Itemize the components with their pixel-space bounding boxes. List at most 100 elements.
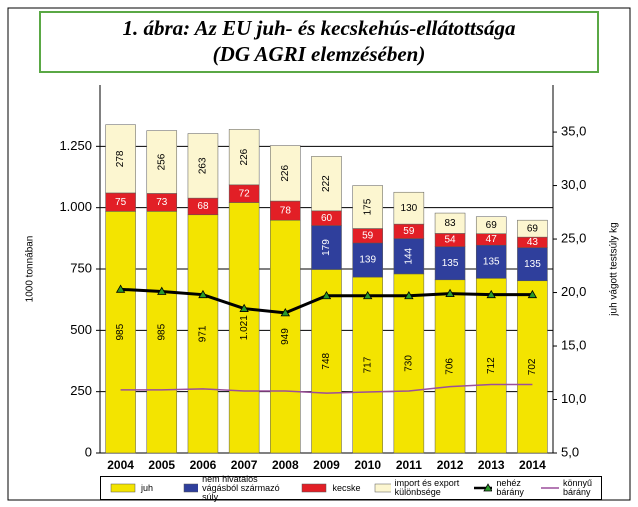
- x-tick-label: 2010: [354, 458, 381, 472]
- data-label: 702: [527, 358, 538, 375]
- bar-segment: [352, 185, 383, 229]
- legend-swatch: [183, 483, 199, 493]
- data-label: 949: [280, 328, 291, 345]
- y2-axis-label: juh vágott testsúly kg: [609, 222, 620, 316]
- bar-segment: [393, 191, 425, 225]
- x-tick-label: 2012: [437, 458, 464, 472]
- data-label: 263: [198, 157, 209, 174]
- legend-marker: [473, 483, 493, 492]
- x-tick-label: 2013: [478, 458, 505, 472]
- x-tick-label: 2006: [190, 458, 217, 472]
- x-tick-label: 2009: [313, 458, 340, 472]
- data-label: 59: [403, 226, 415, 237]
- bar-segment: [352, 242, 383, 278]
- legend-item: juh: [109, 483, 174, 493]
- y2-tick-label: 10,0: [561, 391, 586, 406]
- bar-segment: [517, 219, 548, 238]
- data-label: 256: [156, 153, 167, 170]
- bar-segment: [475, 278, 507, 454]
- marker: [280, 308, 291, 317]
- legend-marker: [541, 487, 560, 489]
- y-tick-label: 250: [70, 383, 92, 398]
- data-label: 730: [404, 355, 415, 372]
- legend-marker-shape: [482, 483, 493, 492]
- data-label: 278: [115, 150, 126, 167]
- x-tick-label: 2007: [231, 458, 258, 472]
- bar-segment: [228, 202, 260, 454]
- y2-tick-label: 25,0: [561, 230, 586, 245]
- data-label: 54: [444, 235, 456, 246]
- bar-segment: [475, 216, 507, 234]
- legend: juh nem hivatalos vágásból származó súly k…: [100, 473, 602, 502]
- legend-label: könnyű bárány: [563, 478, 593, 497]
- bar-segment: [228, 129, 260, 186]
- data-label: 179: [321, 239, 332, 256]
- data-label: 72: [239, 188, 251, 199]
- bar-segment: [270, 219, 301, 454]
- legend-label: nehéz bárány: [496, 478, 524, 497]
- data-label: 130: [401, 203, 418, 214]
- bar-segment: [105, 124, 136, 194]
- legend-item: könnyű bárány: [541, 479, 601, 497]
- data-label: 47: [486, 234, 498, 245]
- data-label: 69: [527, 223, 539, 234]
- data-label: 985: [115, 323, 126, 340]
- bar-segment: [187, 133, 219, 199]
- marker: [527, 289, 538, 299]
- bar-segment: [434, 246, 466, 281]
- legend-swatch: [374, 483, 391, 493]
- y2-tick-label: 20,0: [561, 284, 586, 299]
- legend-swatch: [110, 483, 136, 493]
- bar-segment: [187, 214, 219, 454]
- data-label: 69: [486, 220, 498, 231]
- data-label: 59: [362, 230, 374, 241]
- legend-marker: [183, 483, 199, 493]
- x-tick-label: 2005: [148, 458, 175, 472]
- x-tick-label: 2011: [396, 458, 422, 472]
- data-label: 135: [483, 256, 500, 267]
- data-label: 144: [404, 247, 415, 264]
- bar-segment: [270, 145, 301, 202]
- data-label: 68: [197, 201, 209, 212]
- bar-segment: [434, 279, 466, 454]
- legend-label: nem hivatalos vágásból származó súly: [202, 473, 280, 502]
- marker: [239, 303, 249, 312]
- data-label: 985: [156, 323, 167, 340]
- x-tick-label: 2008: [272, 458, 299, 472]
- data-label: 75: [115, 197, 127, 208]
- marker: [198, 289, 208, 299]
- title-box: [39, 11, 599, 73]
- bar-segment: [311, 156, 342, 212]
- data-label: 83: [444, 218, 456, 229]
- marker: [115, 284, 126, 293]
- chart-title: 1. ábra: Az EU juh- és kecskehús-ellátot…: [123, 16, 516, 40]
- data-label: 135: [524, 259, 541, 270]
- chart-subtitle: (DG AGRI elemzésében): [213, 42, 426, 66]
- data-label: 139: [359, 255, 376, 266]
- bar-segment: [311, 225, 342, 270]
- y-axis-label: 1000 tonnában: [25, 236, 36, 303]
- legend-label: juh: [141, 482, 154, 493]
- data-label: 748: [321, 352, 332, 369]
- y2-tick-label: 5,0: [561, 444, 579, 459]
- bar-segment: [146, 130, 178, 194]
- bar-segment: [352, 276, 383, 454]
- marker: [445, 288, 455, 298]
- legend-item: import és export különbsége: [373, 479, 465, 497]
- marker: [486, 289, 496, 299]
- marker: [157, 286, 167, 295]
- data-label: 73: [156, 197, 168, 208]
- marker: [404, 290, 414, 300]
- y2-tick-label: 35,0: [561, 124, 586, 139]
- legend-swatch: [302, 483, 327, 493]
- data-label: 175: [362, 198, 373, 215]
- bar-segment: [517, 280, 548, 454]
- legend-marker: [302, 483, 327, 493]
- data-label: 226: [239, 148, 250, 165]
- data-label: 222: [321, 175, 332, 192]
- legend-marker: [110, 483, 136, 493]
- data-label: 1.021: [239, 315, 250, 340]
- legend-label: import és export különbsége: [394, 478, 460, 497]
